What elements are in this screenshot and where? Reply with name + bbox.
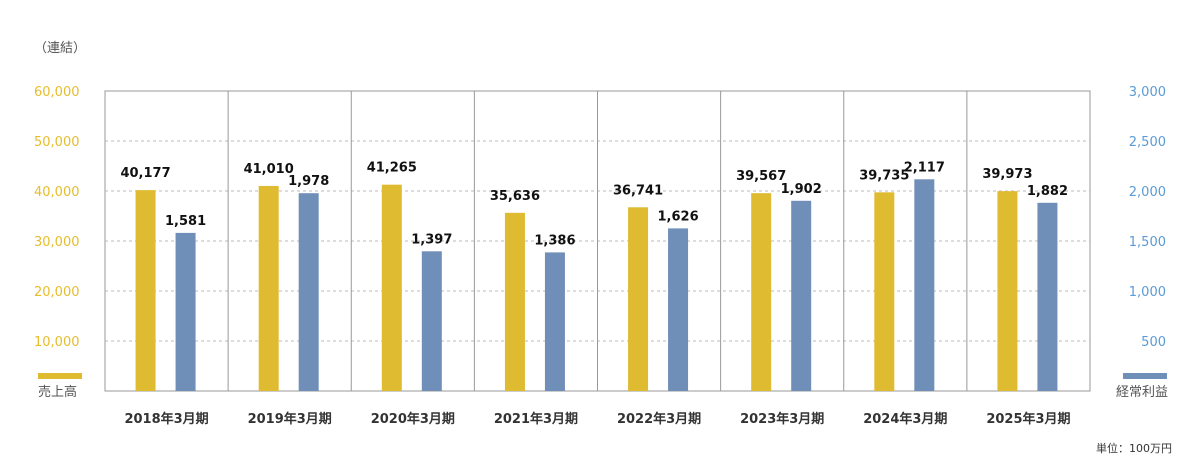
legend-label-sales: 売上高 bbox=[38, 384, 77, 400]
category-label: 2020年3月期 bbox=[371, 411, 455, 427]
bar-sales bbox=[874, 192, 895, 391]
unit-note: 単位：100万円 bbox=[1096, 441, 1172, 455]
bar-ordinary-profit bbox=[668, 228, 689, 391]
bar-sales bbox=[628, 207, 649, 391]
legend-swatch-sales bbox=[38, 373, 82, 379]
category-label: 2025年3月期 bbox=[986, 411, 1070, 427]
data-label-ordinary-profit: 1,978 bbox=[288, 174, 329, 189]
bar-sales bbox=[258, 185, 279, 391]
left-tick-label: 60,000 bbox=[34, 85, 80, 100]
grid bbox=[104, 90, 1091, 392]
right-tick-label: 500 bbox=[1141, 335, 1166, 350]
category-labels: 2018年3月期 2019年3月期 2020年3月期 2021年3月期 2022年3月期… bbox=[124, 411, 1070, 427]
data-label-ordinary-profit: 1,882 bbox=[1027, 184, 1068, 199]
right-tick-label: 3,000 bbox=[1129, 85, 1166, 100]
data-label-sales: 39,735 bbox=[859, 168, 909, 183]
data-label-ordinary-profit: 2,117 bbox=[904, 160, 945, 175]
bar-ordinary-profit bbox=[791, 200, 812, 391]
data-label-sales: 40,177 bbox=[120, 166, 170, 181]
data-label-sales: 35,636 bbox=[490, 189, 540, 204]
right-tick-label: 1,000 bbox=[1129, 285, 1166, 300]
data-label-ordinary-profit: 1,581 bbox=[165, 214, 206, 229]
bar-sales bbox=[135, 190, 156, 391]
left-tick-label: 20,000 bbox=[34, 285, 80, 300]
data-label-sales: 39,973 bbox=[982, 167, 1032, 182]
left-tick-label: 30,000 bbox=[34, 235, 80, 250]
bar-sales bbox=[381, 184, 402, 391]
data-label-sales: 39,567 bbox=[736, 169, 786, 184]
category-label: 2023年3月期 bbox=[740, 411, 824, 427]
bar-ordinary-profit bbox=[298, 193, 319, 391]
legend-swatch-ordinary-profit bbox=[1123, 373, 1167, 379]
data-label-sales: 36,741 bbox=[613, 183, 663, 198]
bar-ordinary-profit bbox=[175, 232, 196, 391]
left-tick-label: 50,000 bbox=[34, 135, 80, 150]
data-label-sales: 41,265 bbox=[367, 161, 417, 176]
data-label-ordinary-profit: 1,386 bbox=[534, 233, 575, 248]
bar-ordinary-profit bbox=[544, 252, 565, 391]
category-label: 2021年3月期 bbox=[494, 411, 578, 427]
right-axis: 500 1,000 1,500 2,000 2,500 3,000 bbox=[1129, 85, 1166, 350]
legend-label-ordinary-profit: 経常利益 bbox=[1116, 385, 1168, 400]
data-label-ordinary-profit: 1,902 bbox=[781, 182, 822, 197]
left-tick-label: 10,000 bbox=[34, 335, 80, 350]
right-tick-label: 2,500 bbox=[1129, 135, 1166, 150]
left-axis: 10,000 20,000 30,000 40,000 50,000 60,000 bbox=[34, 85, 80, 350]
data-label-sales: 41,010 bbox=[244, 162, 294, 177]
bar-ordinary-profit bbox=[1037, 202, 1058, 391]
data-label-ordinary-profit: 1,626 bbox=[658, 209, 699, 224]
consolidated-note: （連結） bbox=[34, 41, 86, 56]
bar-sales bbox=[751, 193, 772, 391]
right-tick-label: 1,500 bbox=[1129, 235, 1166, 250]
bar-sales bbox=[997, 191, 1018, 391]
bar-ordinary-profit bbox=[421, 251, 442, 391]
category-label: 2018年3月期 bbox=[124, 411, 208, 427]
left-tick-label: 40,000 bbox=[34, 185, 80, 200]
category-label: 2022年3月期 bbox=[617, 411, 701, 427]
data-label-ordinary-profit: 1,397 bbox=[411, 232, 452, 247]
bar-ordinary-profit bbox=[914, 179, 935, 391]
right-tick-label: 2,000 bbox=[1129, 185, 1166, 200]
bars bbox=[135, 179, 1058, 391]
bar-sales bbox=[504, 212, 525, 391]
category-label: 2019年3月期 bbox=[248, 411, 332, 427]
category-label: 2024年3月期 bbox=[863, 411, 947, 427]
